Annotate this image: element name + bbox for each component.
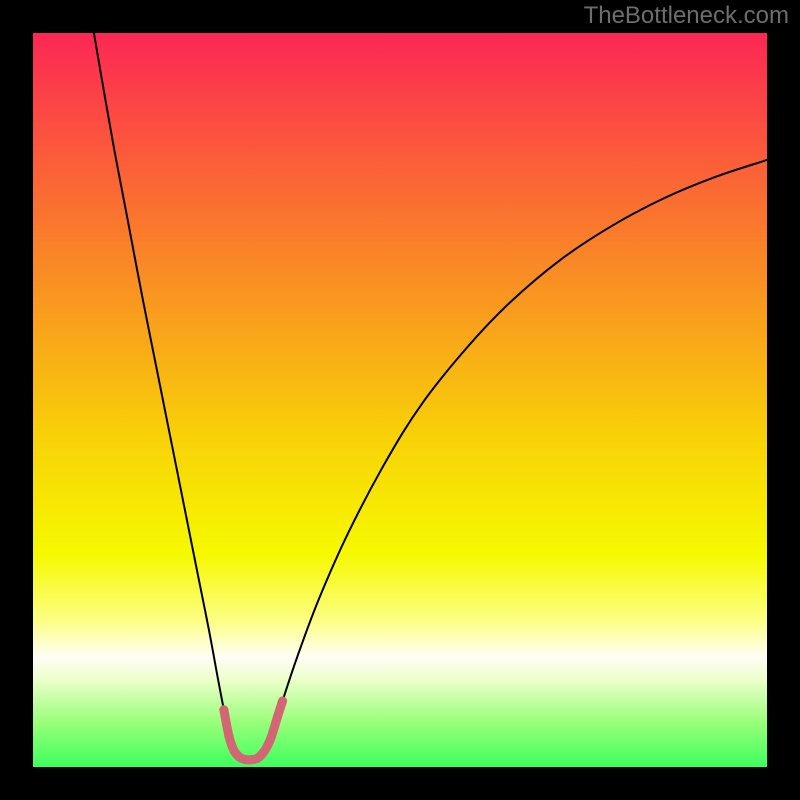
watermark-text: TheBottleneck.com <box>584 2 789 30</box>
stage: TheBottleneck.com <box>0 0 800 800</box>
marker-dot <box>224 732 233 741</box>
marker-dot <box>263 740 272 749</box>
chart-background <box>33 33 767 767</box>
marker-dot <box>219 705 228 714</box>
marker-dot <box>267 732 276 741</box>
marker-dot <box>273 713 282 722</box>
marker-dot <box>278 696 287 705</box>
chart-plot <box>33 33 767 767</box>
